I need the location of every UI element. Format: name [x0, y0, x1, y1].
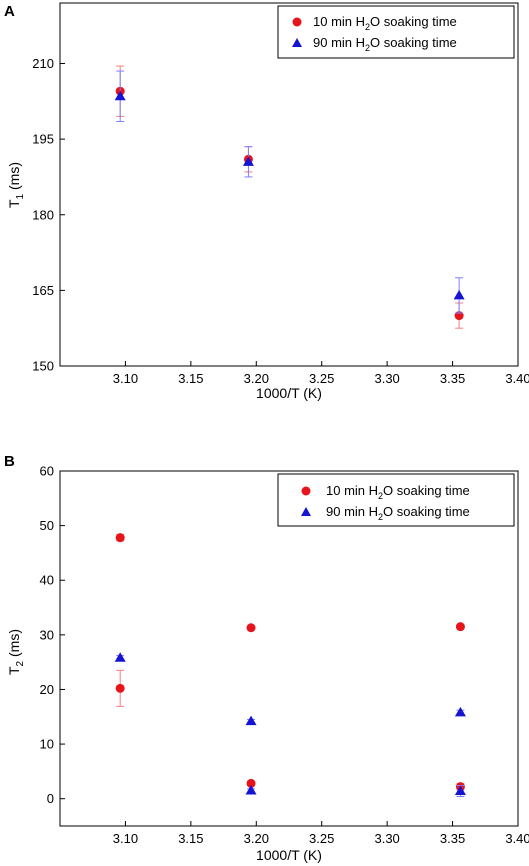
data-point-circle [115, 683, 125, 693]
x-tick-label: 3.10 [113, 831, 138, 846]
x-tick-label: 3.20 [244, 371, 269, 386]
data-point-triangle [454, 706, 466, 717]
y-tick-label: 60 [40, 464, 54, 479]
data-marks-a [114, 65, 465, 329]
y-tick-label: 150 [32, 359, 54, 374]
data-point-circle [246, 623, 256, 633]
legend-b: 10 min H2O soaking time 90 min H2O soaki… [277, 473, 515, 527]
y-tick-label: 195 [32, 132, 54, 147]
legend-entry-10min-b: 10 min H2O soaking time [326, 483, 470, 501]
x-axis-label-a: 1000/T (K) [256, 385, 322, 401]
legend-marker-circle-b [301, 486, 311, 496]
x-tick-label: 3.40 [505, 831, 529, 846]
legend-entry-90min-a: 90 min H2O soaking time [313, 35, 457, 53]
data-point-triangle [242, 156, 254, 166]
y-tick-label: 0 [47, 791, 54, 806]
ticks-b: 3.10 3.15 3.20 3.25 3.30 3.35 3.40 0 10 20 30 40 50 6… [40, 464, 529, 847]
x-tick-label: 3.35 [440, 831, 465, 846]
y-axis-label-a: T1 (ms) [6, 162, 26, 208]
ticks-a: 3.10 3.15 3.20 3.25 3.30 3.35 3.40 150 165 180 195… [32, 56, 529, 386]
legend-box-b [277, 473, 515, 527]
x-tick-label: 3.15 [178, 371, 203, 386]
y-tick-label: 180 [32, 207, 54, 222]
panel-b: B 3.10 3.15 3.20 3.25 3.30 3.35 3.40 0 10 20 30 40 5… [4, 453, 529, 863]
panel-letter-b: B [4, 453, 15, 470]
legend-entry-10min-a: 10 min H2O soaking time [313, 14, 457, 32]
data-point-circle [455, 622, 465, 632]
data-marks-b [114, 533, 466, 798]
x-tick-label: 3.10 [113, 371, 138, 386]
data-point-circle [115, 533, 125, 543]
data-point-triangle [114, 90, 126, 101]
x-axis-label-b: 1000/T (K) [256, 847, 322, 863]
y-tick-label: 30 [40, 627, 54, 642]
legend-a: 10 min H2O soaking time 90 min H2O soaki… [277, 5, 515, 59]
y-tick-label: 40 [40, 573, 54, 588]
plot-frame-a [59, 2, 519, 367]
data-point-circle [246, 778, 256, 788]
legend-entry-90min-b: 90 min H2O soaking time [326, 504, 470, 522]
legend-marker-triangle-b [301, 507, 311, 516]
x-tick-label: 3.15 [178, 831, 203, 846]
x-tick-label: 3.30 [374, 371, 399, 386]
legend-marker-circle-a [292, 17, 302, 27]
y-tick-label: 165 [32, 283, 54, 298]
data-point-triangle [454, 785, 466, 796]
data-point-triangle [114, 652, 126, 662]
x-tick-label: 3.25 [309, 831, 334, 846]
plot-frame-b [59, 470, 519, 827]
y-axis-label-b: T2 (ms) [6, 629, 26, 675]
y-tick-label: 20 [40, 682, 54, 697]
data-point-triangle [453, 289, 465, 300]
y-tick-label: 10 [40, 737, 54, 752]
panel-letter-a: A [4, 3, 15, 20]
x-tick-label: 3.30 [374, 831, 399, 846]
y-tick-label: 210 [32, 56, 54, 71]
x-tick-label: 3.20 [244, 831, 269, 846]
legend-box-a [277, 5, 515, 59]
data-point-triangle [245, 715, 257, 726]
x-tick-label: 3.40 [505, 371, 529, 386]
data-point-triangle [245, 785, 257, 795]
x-tick-label: 3.35 [440, 371, 465, 386]
panel-a: A 3.10 3.15 3.20 3.25 3.30 3.35 3.40 150 165 180 1… [4, 2, 529, 401]
x-tick-label: 3.25 [309, 371, 334, 386]
y-tick-label: 50 [40, 518, 54, 533]
legend-marker-triangle-a [292, 38, 302, 47]
